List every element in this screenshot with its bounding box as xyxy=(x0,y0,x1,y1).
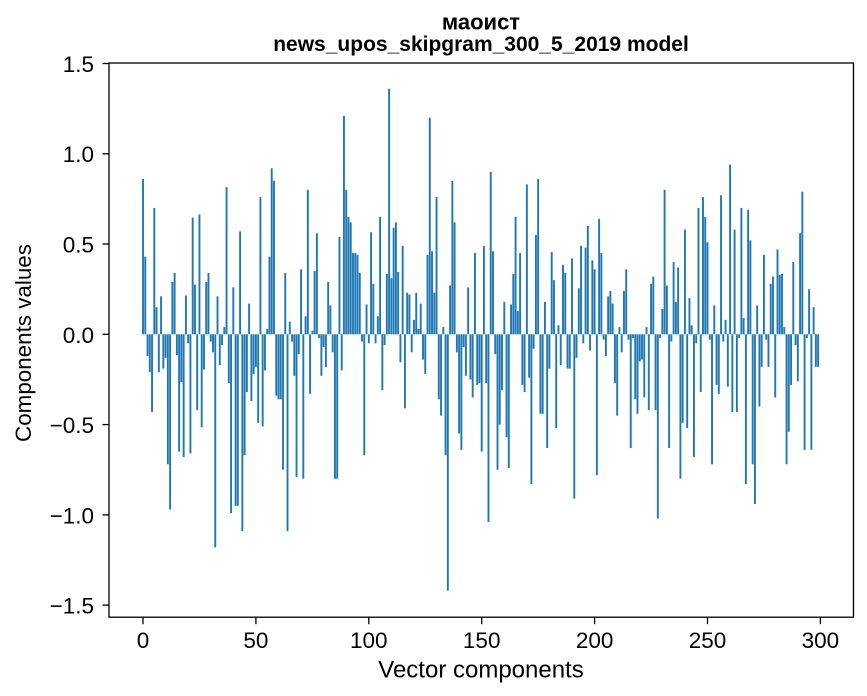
svg-text:100: 100 xyxy=(350,628,388,653)
svg-text:−1.5: −1.5 xyxy=(50,594,94,619)
svg-text:250: 250 xyxy=(689,628,727,653)
svg-text:0.0: 0.0 xyxy=(63,323,94,348)
svg-text:0: 0 xyxy=(137,628,150,653)
svg-text:1.5: 1.5 xyxy=(63,52,94,77)
svg-text:200: 200 xyxy=(576,628,614,653)
svg-text:−1.0: −1.0 xyxy=(50,503,94,528)
svg-text:0.5: 0.5 xyxy=(63,233,94,258)
svg-text:300: 300 xyxy=(802,628,840,653)
svg-text:news_upos_skipgram_300_5_2019: news_upos_skipgram_300_5_2019 model xyxy=(273,33,689,56)
svg-text:Components values: Components values xyxy=(11,244,36,442)
svg-text:−0.5: −0.5 xyxy=(50,413,94,438)
svg-text:150: 150 xyxy=(463,628,501,653)
svg-text:маоист: маоист xyxy=(442,10,520,35)
svg-text:1.0: 1.0 xyxy=(63,142,94,167)
svg-text:50: 50 xyxy=(243,628,268,653)
svg-text:Vector components: Vector components xyxy=(378,657,583,684)
